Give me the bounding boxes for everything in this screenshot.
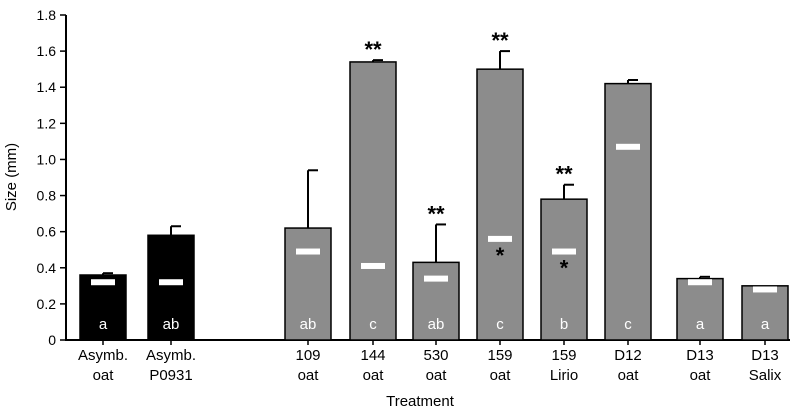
x-tick-label-line1: 109 [295, 347, 320, 364]
x-axis-title: Treatment [386, 393, 455, 410]
median-marker [91, 279, 115, 286]
x-tick-label-line1: D13 [751, 347, 779, 364]
median-marker [296, 248, 320, 255]
significance-star-inside: * [496, 243, 505, 268]
bars: a ab ab c**ab**c***b***c a a [79, 28, 789, 341]
x-tick-label-line1: Asymb. [78, 347, 128, 364]
y-tick-label: 0.4 [37, 260, 57, 276]
bar [284, 227, 332, 341]
significance-star-inside: * [560, 256, 569, 281]
bar [476, 68, 524, 341]
significance-letter: a [99, 316, 108, 333]
median-marker [688, 279, 712, 286]
bar [741, 285, 789, 341]
bar [676, 277, 724, 341]
x-tick-label-line2: oat [426, 367, 448, 384]
significance-letter: c [369, 316, 377, 333]
x-tick-label-line2: Salix [749, 367, 782, 384]
bar [349, 61, 397, 341]
x-tick-label-line2: P0931 [149, 367, 192, 384]
x-tick-label-line2: oat [363, 367, 385, 384]
y-tick-label: 0 [48, 332, 56, 348]
x-tick-label-line1: 159 [551, 347, 576, 364]
y-tick-label: 1.2 [37, 115, 57, 131]
x-tick-label-line2: oat [490, 367, 512, 384]
x-tick-label-line1: D13 [686, 347, 714, 364]
x-tick-label-line2: Lirio [550, 367, 578, 384]
median-marker [616, 143, 640, 150]
bar [147, 234, 195, 341]
significance-letter: c [496, 316, 504, 333]
y-tick-label: 1.4 [37, 79, 57, 95]
significance-letter: a [696, 316, 705, 333]
x-tick-label-line1: 159 [487, 347, 512, 364]
x-tick-label-line2: oat [93, 367, 115, 384]
y-tick-label: 0.2 [37, 296, 57, 312]
significance-letter: c [624, 316, 632, 333]
significance-stars: ** [555, 162, 573, 187]
significance-letter: ab [300, 316, 317, 333]
x-tick-label-line1: D12 [614, 347, 642, 364]
median-marker [753, 286, 777, 293]
bar [412, 261, 460, 341]
significance-letter: b [560, 316, 568, 333]
y-tick-label: 0.6 [37, 224, 57, 240]
bar [540, 198, 588, 341]
x-tick-label-line2: oat [298, 367, 320, 384]
y-tick-label: 1.0 [37, 151, 57, 167]
x-tick-label-line2: oat [690, 367, 712, 384]
y-axis-title: Size (mm) [3, 143, 20, 211]
bar [79, 274, 127, 341]
median-marker [159, 279, 183, 286]
x-tick-labels: Asymb. oat Asymb. P0931 109 oat 144 oat 530 oat 15… [78, 347, 782, 384]
median-marker [424, 275, 448, 282]
x-tick-label-line1: 530 [423, 347, 448, 364]
y-tick-label: 1.6 [37, 43, 57, 59]
significance-stars: ** [491, 28, 509, 53]
median-marker [488, 235, 512, 242]
significance-stars: ** [364, 37, 382, 62]
y-tick-label: 0.8 [37, 188, 57, 204]
y-tick-label: 1.8 [37, 7, 57, 23]
significance-letter: ab [428, 316, 445, 333]
bar [604, 82, 652, 341]
x-tick-label-line1: 144 [360, 347, 385, 364]
x-tick-label-line1: Asymb. [146, 347, 196, 364]
x-tick-label-line2: oat [618, 367, 640, 384]
median-marker [361, 262, 385, 269]
significance-letter: ab [163, 316, 180, 333]
median-marker [552, 248, 576, 255]
significance-stars: ** [427, 201, 445, 226]
significance-letter: a [761, 316, 770, 333]
